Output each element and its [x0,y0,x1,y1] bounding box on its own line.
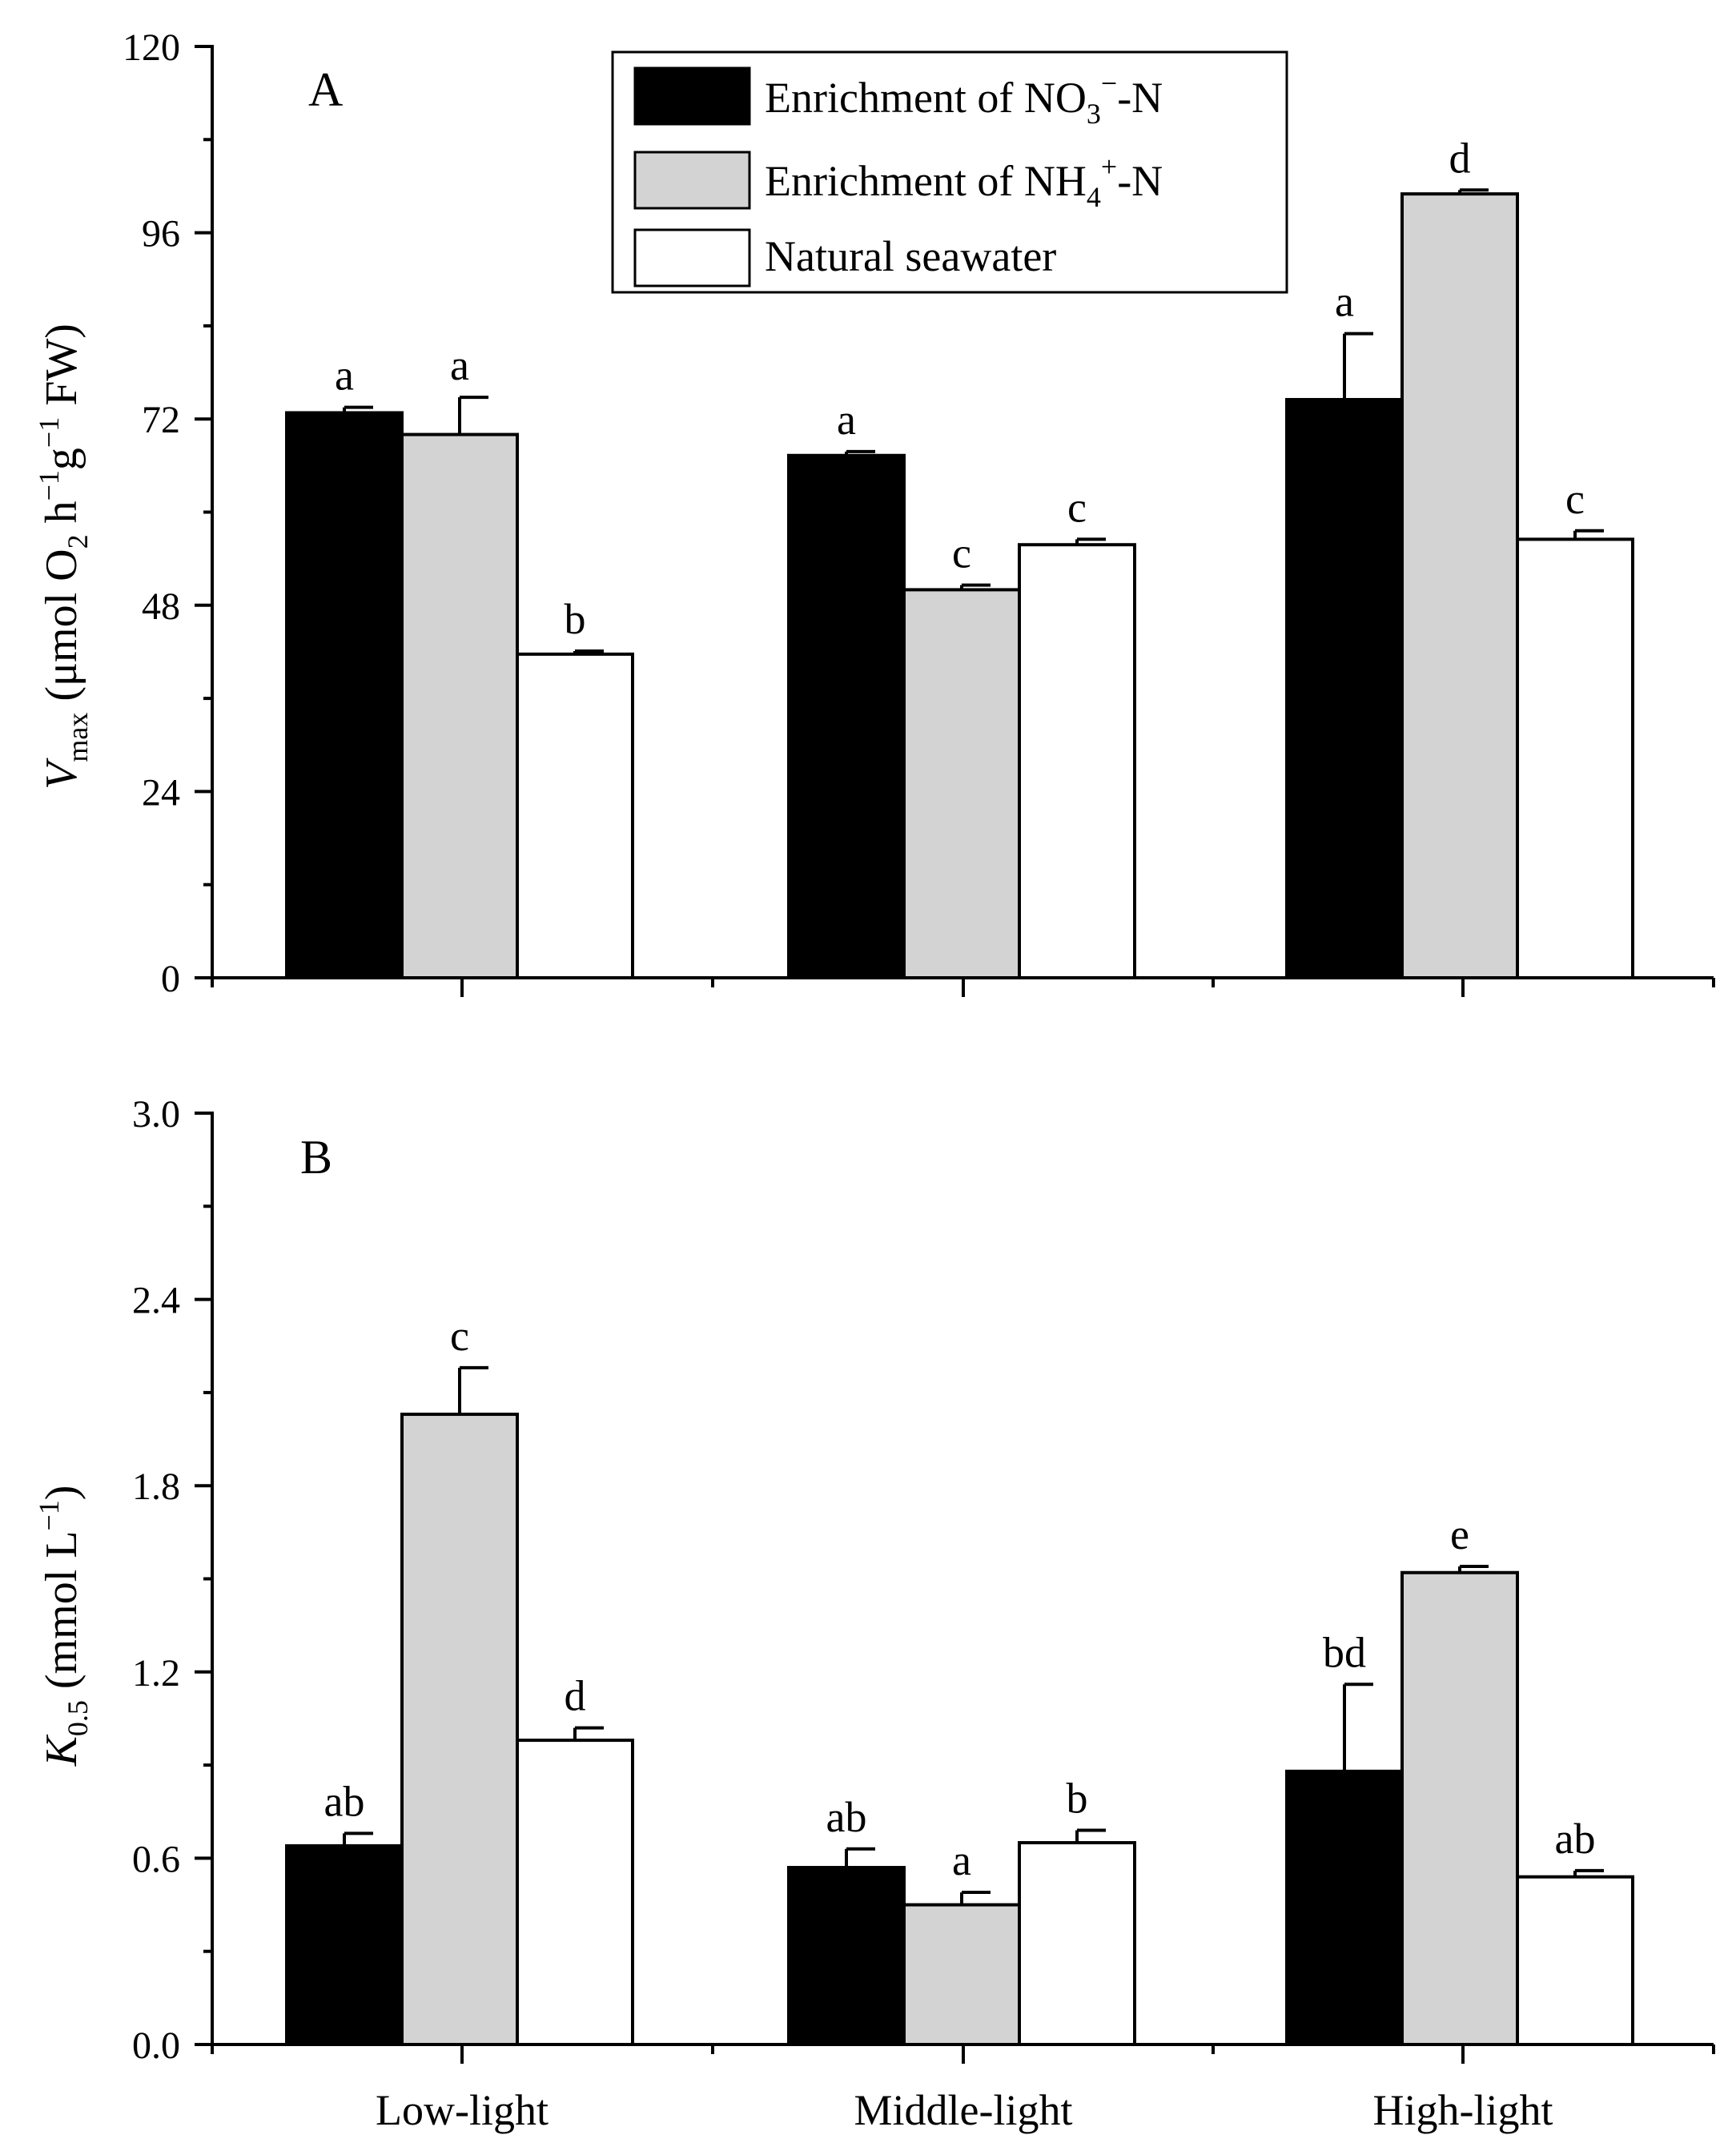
significance-letter: ab [324,1777,365,1825]
legend-label-natural: Natural seawater [765,232,1056,280]
bar [1018,543,1136,979]
y-tick-label: 0 [161,958,180,1000]
y-tick-label: 24 [142,771,180,814]
bar [787,1866,906,2047]
panel-b-label: B [300,1131,332,1184]
y-tick-label: 72 [142,399,180,441]
panel-a-y-axis-label: Vmax (μmol O2 h−1g−1 FW) [33,324,94,790]
y-tick-label: 120 [123,26,180,69]
significance-letter: ab [1555,1815,1596,1863]
significance-letter: a [335,352,354,400]
bar [787,453,906,979]
significance-letter: a [837,396,856,444]
ylabel-a-o2-sub: 2 [62,534,94,549]
significance-letter: e [1450,1510,1469,1558]
significance-letter: c [1565,475,1585,523]
y-tick-label: 0.6 [132,1838,180,1880]
y-tick-label: 1.8 [132,1466,180,1508]
bar [1400,192,1519,979]
x-category-label: High-light [1373,2086,1553,2134]
ylabel-a-rest: h [37,501,86,534]
ylabel-a-h-sup: −1 [33,470,65,501]
significance-letter: c [952,529,971,577]
bar [1516,1875,1634,2046]
bar [400,432,519,979]
y-tick-label: 96 [142,213,180,255]
bar [1018,1841,1136,2046]
bar [902,588,1021,980]
legend-swatch-nh4 [633,151,751,210]
bar [1285,1769,1404,2046]
panel-b-bars: ab ab bd c a e d b ab [285,1312,1634,2047]
bar [285,1843,404,2046]
y-tick-label: 3.0 [132,1093,180,1136]
significance-letter: b [565,595,586,643]
x-category-label: Middle-light [854,2086,1073,2134]
panel-a-chart: A 0 24 48 72 96 120 a a a a c d b c c Vmax (μmol O2 h… [33,26,1715,1000]
bar [516,652,634,979]
y-tick-label: 0.0 [132,2024,180,2067]
legend-swatch-no3 [633,66,751,126]
ylabel-b-sub: 0.5 [62,1700,94,1736]
ylabel-a-italic: V [37,758,86,790]
significance-letter: a [450,341,469,389]
legend: Enrichment of NO3−-N Enrichment of NH4+-… [611,50,1288,294]
ylabel-a-g: g [37,448,86,470]
ylabel-b-italic: K [37,1734,86,1767]
significance-letter: c [1067,483,1087,531]
significance-letter: d [1449,134,1471,182]
y-tick-label: 1.2 [132,1652,180,1695]
panel-a-bars: a a a a c d b c c [285,134,1634,980]
ylabel-b-text: (mmol L [37,1531,86,1701]
ylabel-b-sup: −1 [33,1500,65,1530]
y-tick-label: 2.4 [132,1280,180,1322]
significance-letter: d [565,1672,586,1720]
bar [1400,1570,1519,2047]
bar [1285,397,1404,979]
ylabel-a-g-sup: −1 [33,417,65,448]
panel-a-label: A [308,63,343,116]
bar [285,411,404,979]
legend-swatch-natural [633,228,751,287]
legend-label-no3: Enrichment of NO3−-N [765,67,1163,130]
significance-letter: c [450,1312,469,1360]
panel-b-chart: B 0.0 0.6 1.2 1.8 2.4 3.0 Low-light Middle-ligh… [33,1093,1715,2134]
bar [400,1413,519,2046]
ylabel-b-end: ) [37,1486,86,1501]
panel-b-y-axis-label: K0.5 (mmol L−1) [33,1486,94,1767]
bar [902,1903,1021,2047]
significance-letter: b [1067,1775,1088,1823]
legend-label-nh4: Enrichment of NH4+-N [765,151,1163,213]
bar [516,1739,634,2046]
bar [1516,537,1634,979]
significance-letter: a [952,1836,971,1884]
significance-letter: a [1335,278,1354,326]
ylabel-a-sub: max [62,713,94,762]
significance-letter: bd [1323,1628,1366,1676]
y-tick-label: 48 [142,585,180,628]
ylabel-a-end: FW) [37,324,86,417]
ylabel-a-text: (μmol O [37,549,86,712]
x-category-label: Low-light [376,2086,549,2134]
significance-letter: ab [826,1793,867,1841]
